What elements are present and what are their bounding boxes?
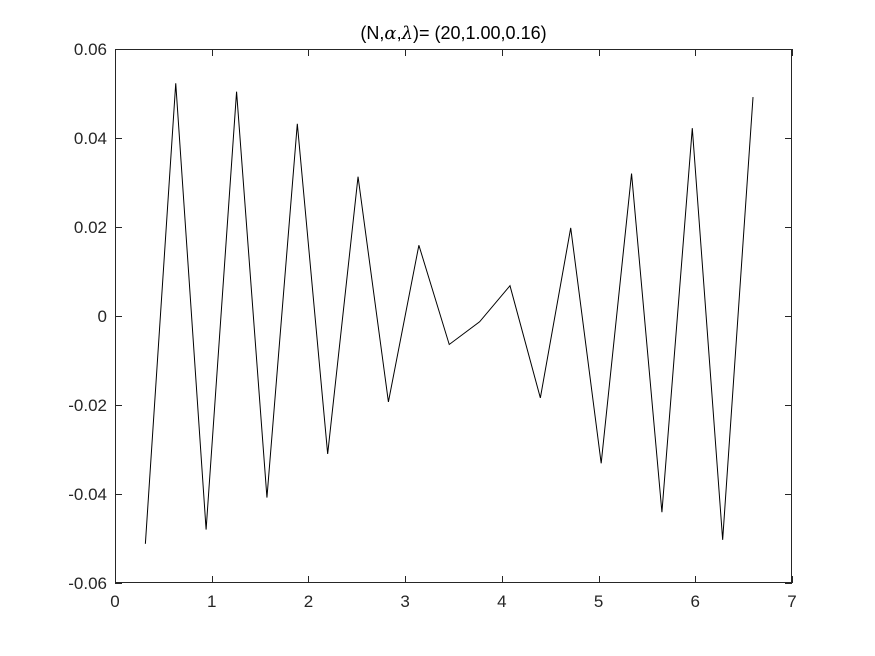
- y-tick-label: 0.04: [74, 129, 107, 148]
- title-lambda: λ: [401, 23, 413, 44]
- y-tick-labels: -0.06 -0.04 -0.02 0 0.02 0.04 0.06: [68, 40, 107, 593]
- x-tick-label: 1: [207, 592, 216, 611]
- y-tick-label: -0.06: [68, 574, 107, 593]
- plot-area: [115, 49, 792, 583]
- axes-box: [115, 49, 792, 583]
- chart-title: (N,α,λ)= (20,1.00,0.16): [360, 23, 546, 44]
- y-tick-label: 0.02: [74, 218, 107, 237]
- x-tick-label: 7: [787, 592, 796, 611]
- y-tick-label: -0.02: [68, 396, 107, 415]
- title-open: (N,: [360, 23, 384, 43]
- x-tick-labels: 0 1 2 3 4 5 6 7: [110, 592, 796, 611]
- title-close: )= (20,1.00,0.16): [413, 23, 547, 43]
- series-layer: [144, 83, 754, 544]
- x-tick-label: 0: [110, 592, 119, 611]
- x-tick-label: 2: [304, 592, 313, 611]
- x-tick-label: 5: [594, 592, 603, 611]
- x-tick-label: 4: [497, 592, 506, 611]
- y-tick-label: 0.06: [74, 40, 107, 59]
- y-tick-label: 0: [98, 307, 107, 326]
- title-sep: ,: [397, 23, 402, 43]
- y-tick-label: -0.04: [68, 485, 107, 504]
- series-line: [144, 83, 754, 544]
- x-tick-label: 3: [400, 592, 409, 611]
- x-tick-label: 6: [691, 592, 700, 611]
- tick-marks: [115, 49, 793, 584]
- title-alpha: α: [384, 23, 396, 44]
